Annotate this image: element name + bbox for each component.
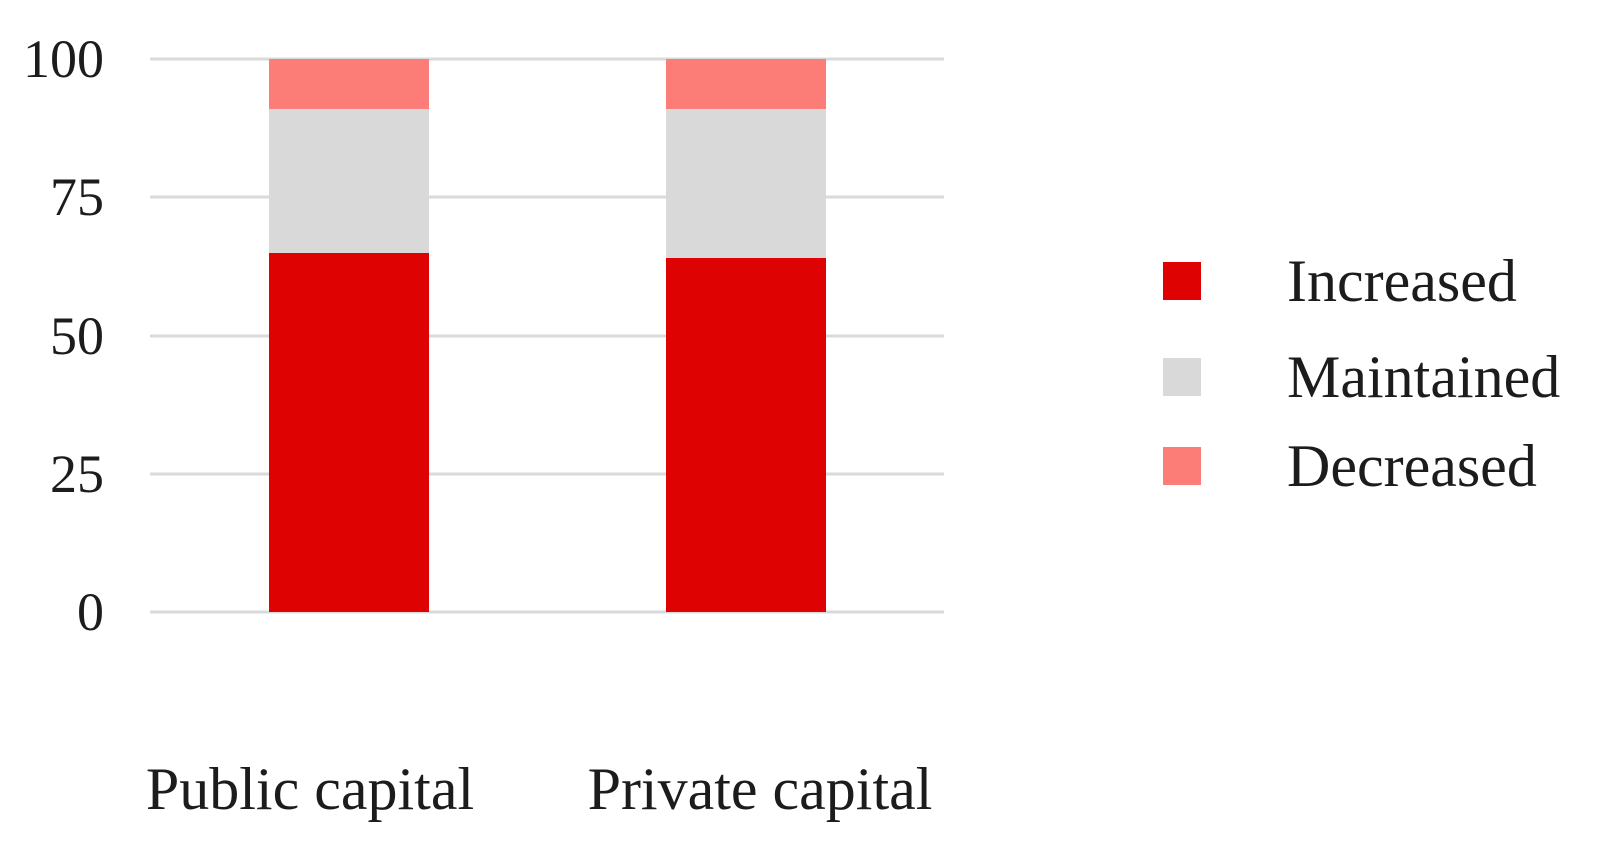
y-tick-label-100: 100 [23, 29, 104, 89]
x-category-label-public-capital: Public capital [145, 756, 475, 822]
legend-label-increased: Increased [1287, 248, 1517, 314]
gridline-25 [150, 472, 944, 476]
bar-segment-maintained-private-capital [665, 108, 826, 259]
bar-public-capital [268, 59, 429, 612]
bar-segment-decreased-private-capital [665, 59, 826, 109]
legend-item-decreased: Decreased [1163, 436, 1537, 496]
bar-segment-increased-private-capital [665, 258, 826, 612]
bar-segment-decreased-public-capital [268, 59, 429, 109]
y-tick-label-75: 75 [50, 167, 104, 228]
gridline-0 [150, 610, 944, 614]
bar-private-capital [665, 59, 826, 612]
y-tick-label-25: 25 [50, 443, 104, 504]
x-category-label-private-capital: Private capital [587, 756, 933, 822]
y-tick-label-0: 0 [77, 582, 104, 642]
y-tick-label-50: 50 [50, 305, 104, 366]
gridline-50 [150, 334, 944, 337]
legend-label-maintained: Maintained [1287, 344, 1561, 410]
legend-item-increased: Increased [1163, 251, 1517, 311]
gridline-100 [150, 57, 944, 61]
gridline-75 [150, 195, 944, 199]
legend-item-maintained: Maintained [1163, 347, 1560, 407]
bar-segment-maintained-public-capital [268, 108, 429, 253]
legend-swatch-increased [1163, 262, 1201, 300]
bar-segment-increased-public-capital [268, 252, 429, 612]
legend-swatch-maintained [1163, 358, 1201, 396]
x-axis: Public capital Private capital [0, 756, 1600, 836]
legend-label-decreased: Decreased [1287, 433, 1537, 499]
plot-area [150, 57, 944, 614]
y-axis: 0 25 50 75 100 [0, 32, 104, 639]
legend-swatch-decreased [1163, 447, 1201, 485]
